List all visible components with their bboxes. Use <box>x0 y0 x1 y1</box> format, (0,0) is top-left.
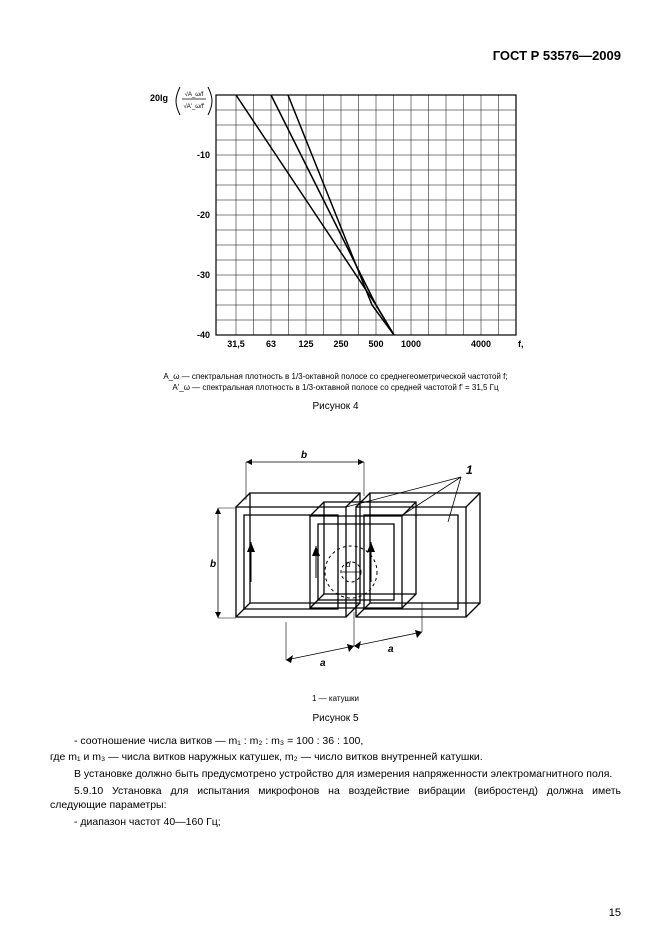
svg-text:1000: 1000 <box>400 339 420 349</box>
svg-text:125: 125 <box>298 339 313 349</box>
svg-text:1: 1 <box>466 463 473 477</box>
svg-text:a: a <box>320 658 326 669</box>
svg-text:b: b <box>300 450 306 461</box>
svg-text:-40: -40 <box>196 330 209 340</box>
svg-text:4000: 4000 <box>470 339 490 349</box>
doc-id: ГОСТ Р 53576—2009 <box>50 48 621 63</box>
body-text-block: - соотношение числа витков — m₁ : m₂ : m… <box>50 734 621 830</box>
figure-5-diagram: d b b a a 1 <box>186 422 486 687</box>
para-5910: 5.9.10 Установка для испытания микрофоно… <box>50 784 621 813</box>
svg-text:-20: -20 <box>196 210 209 220</box>
figure-5: d b b a a 1 1 — катушки Рисунок 5 <box>50 422 621 723</box>
para-device: В установке должно быть предусмотрено ус… <box>50 767 621 782</box>
page-number: 15 <box>609 907 621 919</box>
svg-text:31,5: 31,5 <box>227 339 245 349</box>
figure-5-subcaption: 1 — катушки <box>50 693 621 704</box>
svg-text:63: 63 <box>265 339 275 349</box>
figure-4: -10 -20 -30 -40 20lg √A_ω/f √A'_ω/f' 31,5 63 125 2… <box>56 75 616 412</box>
svg-text:a: a <box>388 644 394 655</box>
caption-line2: A'_ω — спектральная плотность в 1/3-окта… <box>172 383 498 392</box>
figure-4-caption: A_ω — спектральная плотность в 1/3-октав… <box>56 371 616 393</box>
svg-text:d: d <box>346 560 351 569</box>
figure-5-label: Рисунок 5 <box>50 713 621 724</box>
svg-text:20lg: 20lg <box>150 93 168 103</box>
svg-text:-30: -30 <box>196 270 209 280</box>
svg-text:f, Гц: f, Гц <box>518 339 526 349</box>
para-where: где m₁ и m₃ — числа витков наружных кату… <box>50 750 621 765</box>
para-ratio: - соотношение числа витков — m₁ : m₂ : m… <box>50 734 621 749</box>
svg-text:√A_ω/f: √A_ω/f <box>184 91 203 98</box>
svg-text:250: 250 <box>333 339 348 349</box>
figure-4-chart: -10 -20 -30 -40 20lg √A_ω/f √A'_ω/f' 31,5 63 125 2… <box>146 75 526 365</box>
svg-text:b: b <box>210 559 216 570</box>
svg-text:√A'_ω/f': √A'_ω/f' <box>183 103 204 110</box>
para-freq: - диапазон частот 40—160 Гц; <box>50 815 621 830</box>
figure-4-label: Рисунок 4 <box>56 401 616 412</box>
svg-text:500: 500 <box>368 339 383 349</box>
svg-text:-10: -10 <box>196 150 209 160</box>
caption-line1: A_ω — спектральная плотность в 1/3-октав… <box>163 372 507 381</box>
